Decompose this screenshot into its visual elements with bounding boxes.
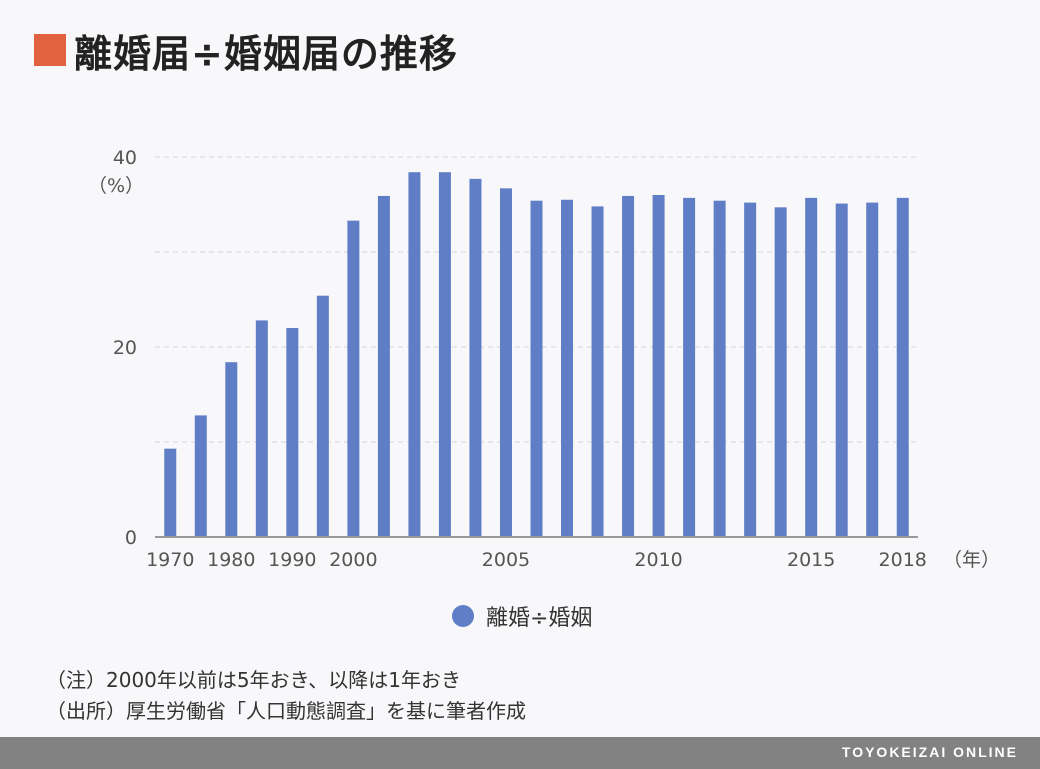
bar-2017: [866, 202, 879, 537]
bar-2010: [652, 195, 665, 537]
y-tick-label: 20: [113, 337, 137, 359]
x-tick-label: 2015: [787, 549, 835, 571]
bar-2000: [347, 220, 360, 537]
title-text: 離婚届÷婚姻届の推移: [74, 31, 458, 76]
x-tick-label: 2005: [482, 549, 530, 571]
bar-2002: [408, 172, 421, 537]
bar-1985: [255, 320, 268, 537]
bar-chart: 0 20 40 1970 1980 1990 2000 2005 2010 2015 2018 （%…: [88, 147, 1000, 571]
bar-1980: [225, 362, 238, 537]
bar-2012: [713, 200, 726, 537]
x-axis-unit-label: （年）: [943, 549, 1000, 571]
bar-2008: [591, 206, 604, 537]
bar-2011: [683, 197, 696, 537]
bar-2009: [622, 195, 635, 537]
bar-2003: [438, 172, 451, 537]
footer-bar: TOYOKEIZAI ONLINE: [0, 737, 1040, 769]
legend-marker-icon: [452, 605, 474, 627]
bar-2001: [377, 195, 390, 537]
bar-2005: [499, 188, 512, 537]
note-1: （注）2000年以前は5年おき、以降は1年おき: [46, 668, 461, 692]
bars: [164, 172, 909, 538]
y-tick-label: 0: [125, 527, 137, 549]
bar-1990: [286, 328, 299, 537]
bar-2015: [805, 197, 818, 537]
note-source: （出所）厚生労働省「人口動態調査」を基に筆者作成: [46, 699, 526, 723]
brand-logo-text: TOYOKEIZAI ONLINE: [841, 744, 1018, 760]
bar-1970: [164, 448, 177, 537]
x-tick-label: 2010: [634, 549, 682, 571]
y-tick-label: 40: [113, 147, 137, 169]
bar-2016: [835, 203, 848, 538]
legend: 離婚÷婚姻: [452, 600, 592, 632]
bar-2013: [744, 202, 757, 537]
bar-2007: [561, 199, 574, 537]
y-axis-unit-label: （%）: [88, 175, 144, 197]
title-square-icon: [34, 34, 66, 66]
bar-2018: [896, 197, 909, 537]
x-tick-label: 1970: [146, 549, 194, 571]
x-tick-label: 1990: [268, 549, 316, 571]
legend-label: 離婚÷婚姻: [486, 606, 593, 631]
x-tick-label: 2000: [329, 549, 377, 571]
x-tick-label: 2018: [879, 549, 927, 571]
bar-1995: [316, 295, 329, 537]
bar-2014: [774, 207, 787, 537]
chart-title: 離婚届÷婚姻届の推移: [34, 22, 458, 78]
x-tick-label: 1980: [207, 549, 255, 571]
bar-2006: [530, 200, 543, 537]
axes: 0 20 40 1970 1980 1990 2000 2005 2010 2015 2018: [113, 147, 927, 571]
bar-1975: [194, 415, 207, 537]
bar-2004: [469, 178, 482, 537]
